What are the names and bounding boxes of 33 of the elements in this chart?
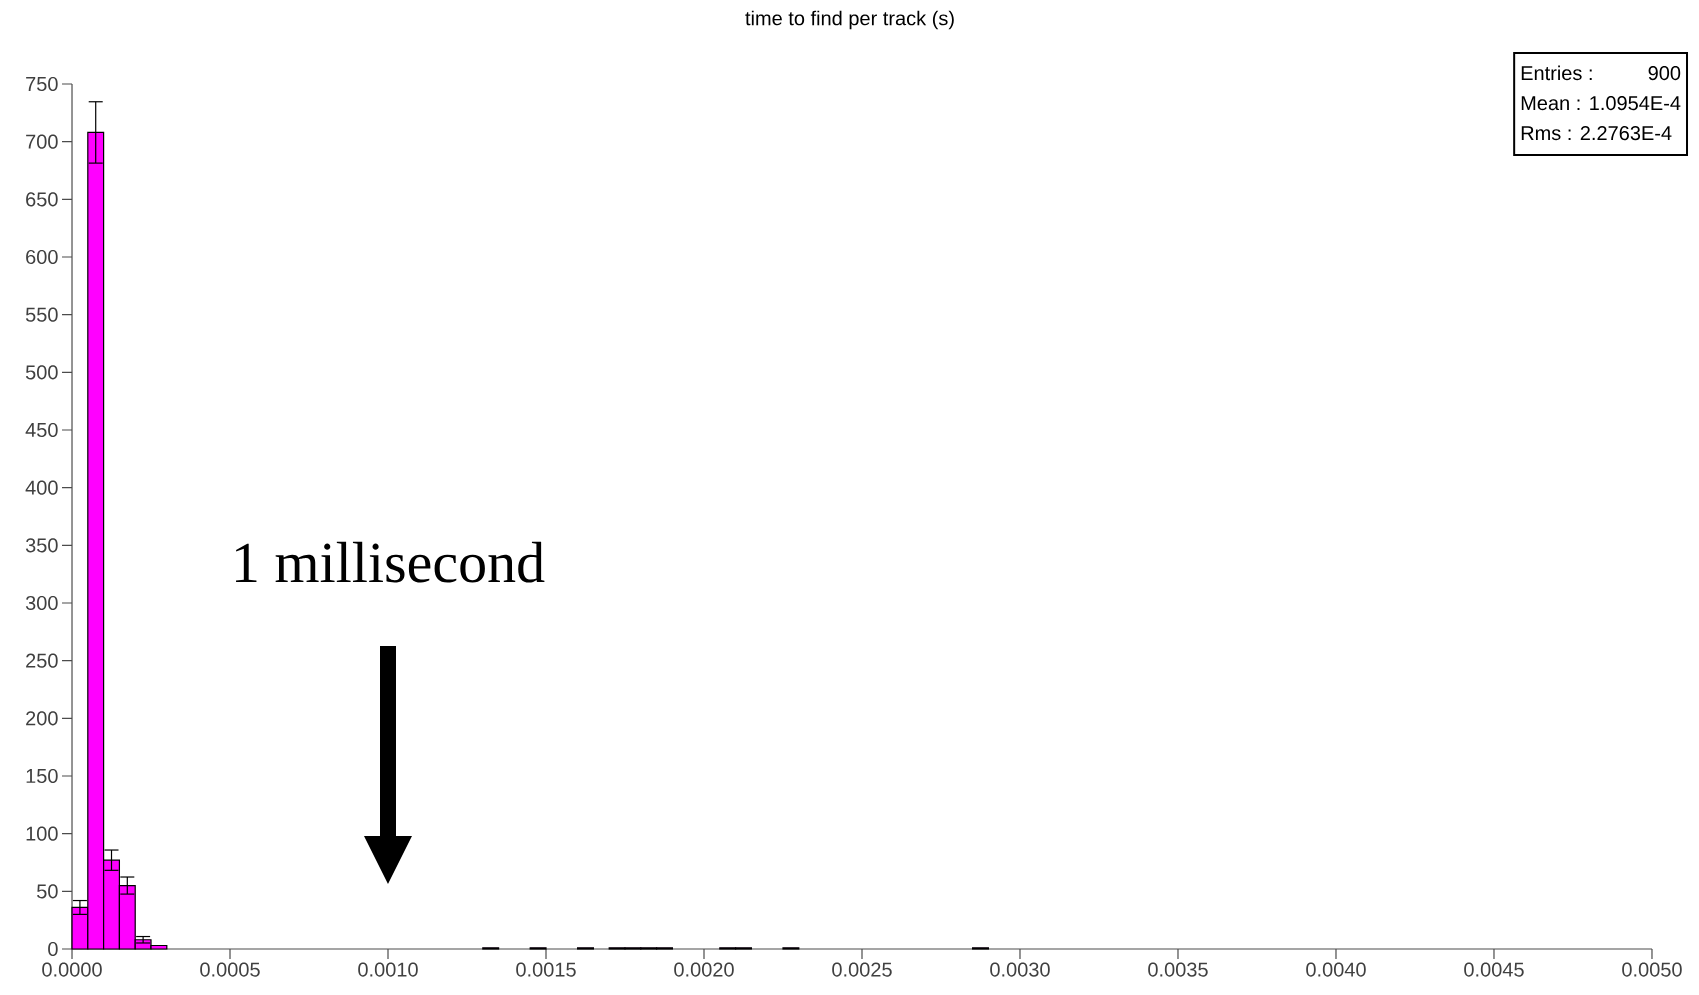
y-tick-label: 400: [25, 480, 58, 495]
y-tick-label: 350: [25, 538, 58, 553]
x-tick-label: 0.0015: [516, 962, 576, 977]
annotation: Rms : 2.2763E-4: [1521, 126, 1672, 141]
y-tick-label: 150: [26, 768, 58, 784]
y-tick-label: 50: [37, 884, 58, 899]
x-tick-label: 0.0030: [990, 962, 1050, 977]
y-tick-label: 600: [26, 249, 58, 265]
x-tick-label: 0.0035: [1148, 962, 1208, 977]
y-tick-label: 650: [26, 192, 58, 207]
annotation: 1 millisecond: [236, 541, 545, 583]
x-tick-label: 0.0050: [1622, 962, 1682, 977]
x-tick-label: 0.0025: [832, 962, 892, 977]
x-tick-label: 0.0010: [358, 962, 418, 977]
y-tick-label: 0: [48, 941, 58, 957]
y-tick-label: 250: [26, 653, 58, 668]
y-tick-label: 700: [26, 134, 58, 149]
y-tick-label: 550: [25, 307, 58, 322]
x-tick-label: 0.0045: [1464, 962, 1524, 977]
x-tick-label: 0.0000: [42, 962, 102, 977]
x-tick-label: 0.0005: [200, 962, 260, 977]
annotation: Mean : 1.0954E-4: [1521, 96, 1681, 111]
text: 900: [1648, 66, 1681, 81]
y-tick-label: 200: [26, 711, 58, 726]
x-tick-label: 0.0020: [674, 962, 734, 977]
y-tick-label: 450: [25, 422, 58, 438]
x-tick-label: 0.0040: [1306, 962, 1366, 977]
y-tick-label: 300: [25, 595, 58, 611]
y-tick-label: 100: [26, 826, 58, 841]
y-tick-label: 500: [25, 365, 58, 380]
text: Entries :: [1521, 65, 1592, 81]
y-tick-label: 750: [26, 76, 58, 92]
chart-title: time to find per track (s): [745, 10, 954, 30]
